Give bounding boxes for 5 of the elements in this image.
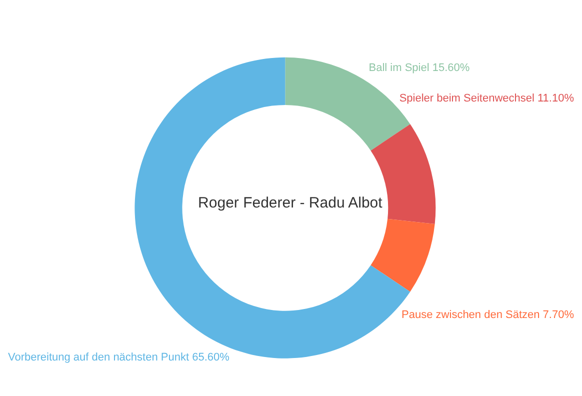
slice-label: Pause zwischen den Sätzen 7.70% — [402, 308, 574, 321]
slice-label: Ball im Spiel 15.60% — [368, 62, 470, 74]
text: Roger Federer - Radu Albot — [198, 194, 384, 212]
slice-label: Spieler beim Seitenwechsel 11.10% — [399, 92, 574, 104]
slice-label: Vorbereitung auf den nächsten Punkt 65.60% — [8, 351, 230, 364]
